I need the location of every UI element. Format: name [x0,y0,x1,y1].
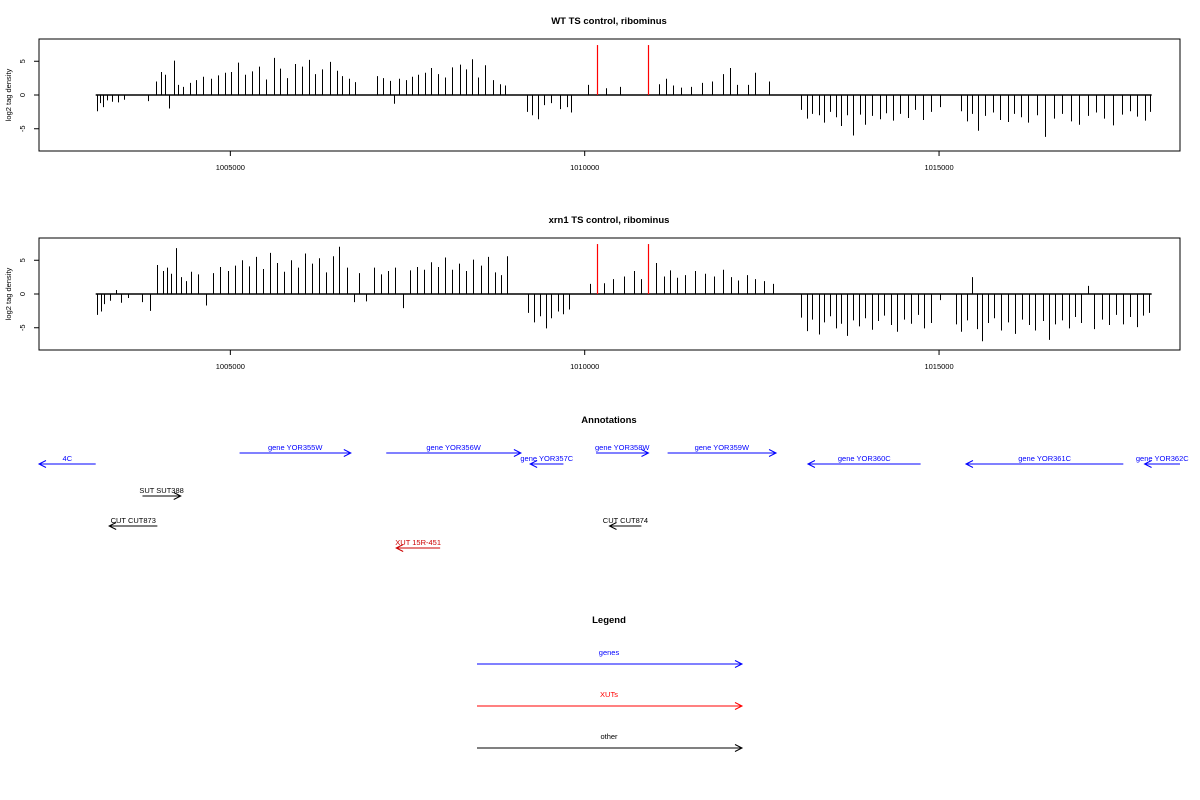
y-tick-label: -5 [18,125,27,132]
feature-arrowhead [108,522,117,530]
feature-label: gene YOR357C [520,454,573,463]
legend-item: genes [477,648,744,668]
feature-arrowhead [395,544,404,552]
x-tick-label: 1015000 [924,362,953,371]
legend-panel: Legend genes XUTs other [477,615,744,752]
feature-label: gene YOR356W [426,443,481,452]
y-tick-label: 0 [18,292,27,296]
wt-track-bars [95,57,1152,137]
wt-track-markers [596,45,650,95]
feature-arrowhead [529,460,538,468]
legend-label: other [600,732,618,741]
feature-arrowhead [1143,460,1152,468]
annotation-feature: gene YOR357C [520,454,574,468]
legend-title: Legend [592,615,626,626]
annotation-feature: gene YOR358W [595,443,650,457]
x-tick-label: 1005000 [216,362,245,371]
annotation-features: 4C gene YOR355W gene YOR356W gene YOR357C ge… [37,443,1189,552]
annotation-feature: gene YOR362C [1136,454,1189,468]
x-tick-label: 1010000 [570,163,599,172]
annotation-feature: gene YOR356W [386,443,523,457]
feature-label: gene YOR360C [838,454,891,463]
wt-track-axes: -5 0 5 1005000 1010000 1015000 [18,59,954,172]
feature-label: CUT CUT873 [111,516,156,525]
y-tick-label: -5 [18,324,27,331]
feature-label: SUT SUT388 [139,486,183,495]
annotation-feature: SUT SUT388 [139,486,184,500]
annotation-feature: gene YOR361C [964,454,1124,468]
annotations-panel: Annotations 4C gene YOR355W gene YOR356W ge… [37,415,1189,552]
annotation-feature: 4C [37,454,96,468]
feature-label: gene YOR355W [268,443,323,452]
legend-arrowhead [734,744,744,752]
xrn1-track-ylabel: log2 tag density [4,267,13,320]
feature-label: gene YOR359W [695,443,750,452]
xrn1-track-panel: xrn1 TS control, ribominus log2 tag dens… [4,215,1181,371]
xrn1-track-bars [95,246,1152,342]
feature-arrowhead [513,449,523,457]
xrn1-track-markers [596,244,650,294]
legend-item: other [477,732,744,752]
legend-arrowhead [734,702,744,710]
feature-arrowhead [608,522,617,530]
annotation-feature: CUT CUT874 [603,516,648,530]
feature-arrowhead [964,460,974,468]
wt-track-ylabel: log2 tag density [4,68,13,121]
annotation-feature: gene YOR360C [806,454,921,468]
feature-arrowhead [806,460,816,468]
x-tick-label: 1015000 [924,163,953,172]
legend-arrowhead [734,660,744,668]
legend-item: XUTs [477,690,744,710]
legend-label: genes [599,648,620,657]
annotation-feature: CUT CUT873 [108,516,158,530]
legend-items: genes XUTs other [477,648,744,752]
feature-arrowhead [37,460,47,468]
wt-track-title: WT TS control, ribominus [551,16,667,27]
wt-track-panel: WT TS control, ribominus log2 tag densit… [4,16,1181,172]
x-tick-label: 1010000 [570,362,599,371]
x-tick-label: 1005000 [216,163,245,172]
feature-label: gene YOR362C [1136,454,1189,463]
annotation-feature: gene YOR359W [667,443,778,457]
annotations-title: Annotations [581,415,636,426]
legend-label: XUTs [600,690,618,699]
feature-label: XUT 15R-451 [395,538,441,547]
feature-arrowhead [173,492,182,500]
y-tick-label: 5 [18,258,27,262]
xrn1-track-title: xrn1 TS control, ribominus [549,215,670,226]
feature-arrowhead [641,449,650,457]
annotation-feature: XUT 15R-451 [395,538,441,552]
feature-label: 4C [63,454,73,463]
feature-label: gene YOR358W [595,443,650,452]
feature-arrowhead [343,449,352,457]
annotation-feature: gene YOR355W [239,443,352,457]
y-tick-label: 5 [18,59,27,63]
feature-label: CUT CUT874 [603,516,648,525]
y-tick-label: 0 [18,93,27,97]
feature-arrowhead [768,449,778,457]
feature-label: gene YOR361C [1018,454,1071,463]
xrn1-track-axes: -5 0 5 1005000 1010000 1015000 [18,258,954,371]
